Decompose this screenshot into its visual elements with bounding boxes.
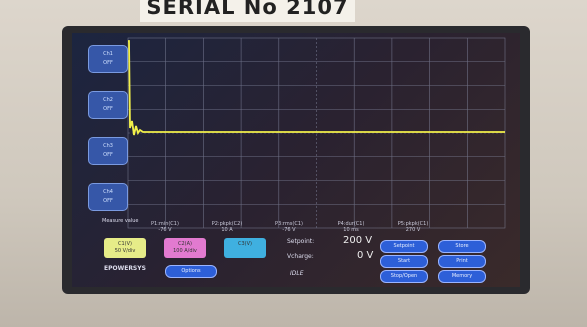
setpoint-label: Setpoint: [287, 238, 314, 245]
setpoint-value: 200 V [343, 235, 372, 246]
side-button-state: OFF [89, 105, 127, 114]
measurement: P5:pkpk(C1)270 V [383, 221, 443, 233]
channel-scale: 50 V/div [104, 248, 146, 255]
side-button-label: Ch1 [89, 50, 127, 59]
channel-button[interactable]: C3(V) [224, 238, 266, 258]
serial-label: SERIAL No 2107 [140, 0, 355, 22]
measurement: P3:rms(C1)-76 V [259, 221, 319, 233]
measurement: P4:dur(C1)10 ms [321, 221, 381, 233]
control-button[interactable]: Setpoint [380, 240, 428, 253]
control-button[interactable]: Stop/Open [380, 270, 428, 283]
channel-label: C2(A) [164, 241, 206, 248]
side-button-state: OFF [89, 197, 127, 206]
brand: EPOWERSYS [104, 265, 146, 272]
measurement-value: 270 V [383, 227, 443, 233]
control-button[interactable]: Print [438, 255, 486, 268]
options-button[interactable]: Options [165, 265, 217, 278]
side-button-state: OFF [89, 59, 127, 68]
measurement-value: 10 ms [321, 227, 381, 233]
channel-scale: 100 A/div [164, 248, 206, 255]
measurement: P1:min(C1)-76 V [135, 221, 195, 233]
channel-button[interactable]: C1(V)50 V/div [104, 238, 146, 258]
status-state: IDLE [290, 270, 304, 277]
side-button-label: Ch2 [89, 96, 127, 105]
measurement-value: -76 V [135, 227, 195, 233]
measurement: P2:pkpk(C2)10 A [197, 221, 257, 233]
grid [128, 38, 505, 228]
control-button[interactable]: Store [438, 240, 486, 253]
side-button-state: OFF [89, 151, 127, 160]
control-button[interactable]: Memory [438, 270, 486, 283]
measurement-value: 10 A [197, 227, 257, 233]
side-button-label: Ch4 [89, 188, 127, 197]
channel-label: C3(V) [224, 241, 266, 248]
control-button[interactable]: Start [380, 255, 428, 268]
vcharge-label: Vcharge: [287, 253, 314, 260]
measurement-value: -76 V [259, 227, 319, 233]
side-button-label: Ch3 [89, 142, 127, 151]
photo: SERIAL No 2107 Measure value Ch1OFFCh2OF… [0, 0, 587, 327]
channel-button[interactable]: C2(A)100 A/div [164, 238, 206, 258]
channel-label: C1(V) [104, 241, 146, 248]
vcharge-value: 0 V [357, 250, 373, 261]
